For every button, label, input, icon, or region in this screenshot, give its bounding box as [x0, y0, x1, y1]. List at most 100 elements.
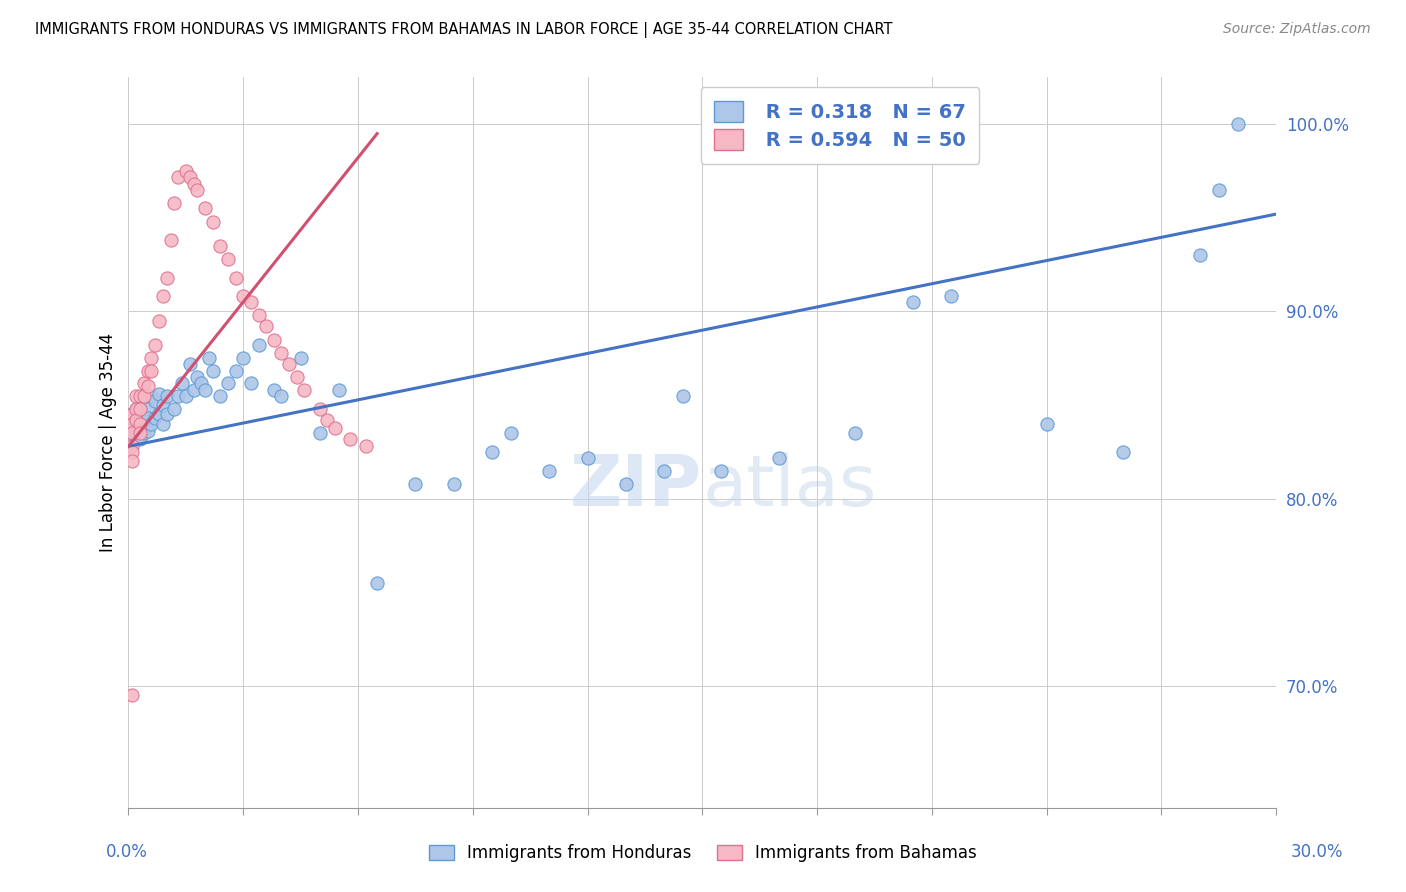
Point — [129, 401, 152, 416]
Point — [121, 688, 143, 702]
Point — [136, 379, 159, 393]
Point — [901, 295, 924, 310]
Point — [217, 376, 239, 390]
Point — [148, 314, 170, 328]
Point — [270, 345, 292, 359]
Point — [263, 333, 285, 347]
Point — [481, 445, 503, 459]
Point — [499, 426, 522, 441]
Point — [159, 233, 181, 247]
Point — [143, 394, 166, 409]
Point — [254, 319, 277, 334]
Point — [136, 411, 159, 425]
Point — [1226, 117, 1249, 131]
Point — [121, 417, 143, 431]
Point — [316, 413, 339, 427]
Point — [290, 351, 312, 366]
Point — [232, 289, 254, 303]
Point — [174, 389, 197, 403]
Point — [121, 408, 143, 422]
Point — [132, 426, 155, 441]
Point — [294, 383, 316, 397]
Point — [194, 202, 217, 216]
Point — [129, 432, 152, 446]
Point — [121, 445, 143, 459]
Point — [239, 376, 262, 390]
Point — [672, 389, 695, 403]
Point — [183, 177, 205, 191]
Point — [1208, 183, 1230, 197]
Point — [136, 401, 159, 416]
Point — [201, 364, 224, 378]
Point — [129, 408, 152, 422]
Text: ZIP: ZIP — [569, 452, 702, 521]
Point — [239, 295, 262, 310]
Point — [143, 338, 166, 352]
Point — [148, 387, 170, 401]
Point — [141, 417, 163, 431]
Text: IMMIGRANTS FROM HONDURAS VS IMMIGRANTS FROM BAHAMAS IN LABOR FORCE | AGE 35-44 C: IMMIGRANTS FROM HONDURAS VS IMMIGRANTS F… — [35, 22, 893, 38]
Legend: Immigrants from Honduras, Immigrants from Bahamas: Immigrants from Honduras, Immigrants fro… — [420, 836, 986, 871]
Point — [308, 401, 330, 416]
Point — [163, 401, 186, 416]
Point — [129, 389, 152, 403]
Point — [308, 426, 330, 441]
Point — [152, 289, 174, 303]
Point — [270, 389, 292, 403]
Point — [652, 464, 675, 478]
Point — [141, 351, 163, 366]
Point — [247, 338, 270, 352]
Point — [170, 376, 193, 390]
Point — [132, 389, 155, 403]
Point — [156, 270, 179, 285]
Point — [121, 426, 143, 441]
Point — [1188, 248, 1211, 262]
Point — [1112, 445, 1135, 459]
Point — [225, 270, 247, 285]
Point — [148, 408, 170, 422]
Text: Source: ZipAtlas.com: Source: ZipAtlas.com — [1223, 22, 1371, 37]
Y-axis label: In Labor Force | Age 35-44: In Labor Force | Age 35-44 — [100, 333, 117, 552]
Point — [538, 464, 561, 478]
Point — [328, 383, 350, 397]
Point — [167, 169, 190, 184]
Point — [143, 411, 166, 425]
Point — [198, 351, 221, 366]
Point — [121, 435, 143, 450]
Point — [232, 351, 254, 366]
Point — [354, 439, 377, 453]
Point — [209, 239, 232, 253]
Point — [129, 420, 152, 434]
Point — [183, 383, 205, 397]
Point — [129, 426, 152, 441]
Point — [939, 289, 962, 303]
Text: 30.0%: 30.0% — [1291, 843, 1343, 861]
Point — [141, 364, 163, 378]
Point — [141, 389, 163, 403]
Point — [768, 450, 790, 465]
Point — [121, 417, 143, 431]
Point — [167, 389, 190, 403]
Point — [323, 420, 346, 434]
Point — [132, 413, 155, 427]
Legend:  R = 0.318   N = 67,  R = 0.594   N = 50: R = 0.318 N = 67, R = 0.594 N = 50 — [700, 87, 980, 163]
Text: atlas: atlas — [702, 452, 877, 521]
Point — [366, 576, 388, 591]
Point — [443, 476, 465, 491]
Point — [339, 432, 361, 446]
Point — [129, 417, 152, 431]
Point — [156, 408, 179, 422]
Point — [201, 214, 224, 228]
Point — [121, 408, 143, 422]
Point — [404, 476, 426, 491]
Point — [121, 426, 143, 441]
Point — [125, 413, 148, 427]
Point — [225, 364, 247, 378]
Point — [125, 389, 148, 403]
Point — [121, 454, 143, 468]
Point — [285, 370, 308, 384]
Point — [614, 476, 637, 491]
Text: 0.0%: 0.0% — [105, 843, 148, 861]
Point — [576, 450, 599, 465]
Point — [136, 425, 159, 439]
